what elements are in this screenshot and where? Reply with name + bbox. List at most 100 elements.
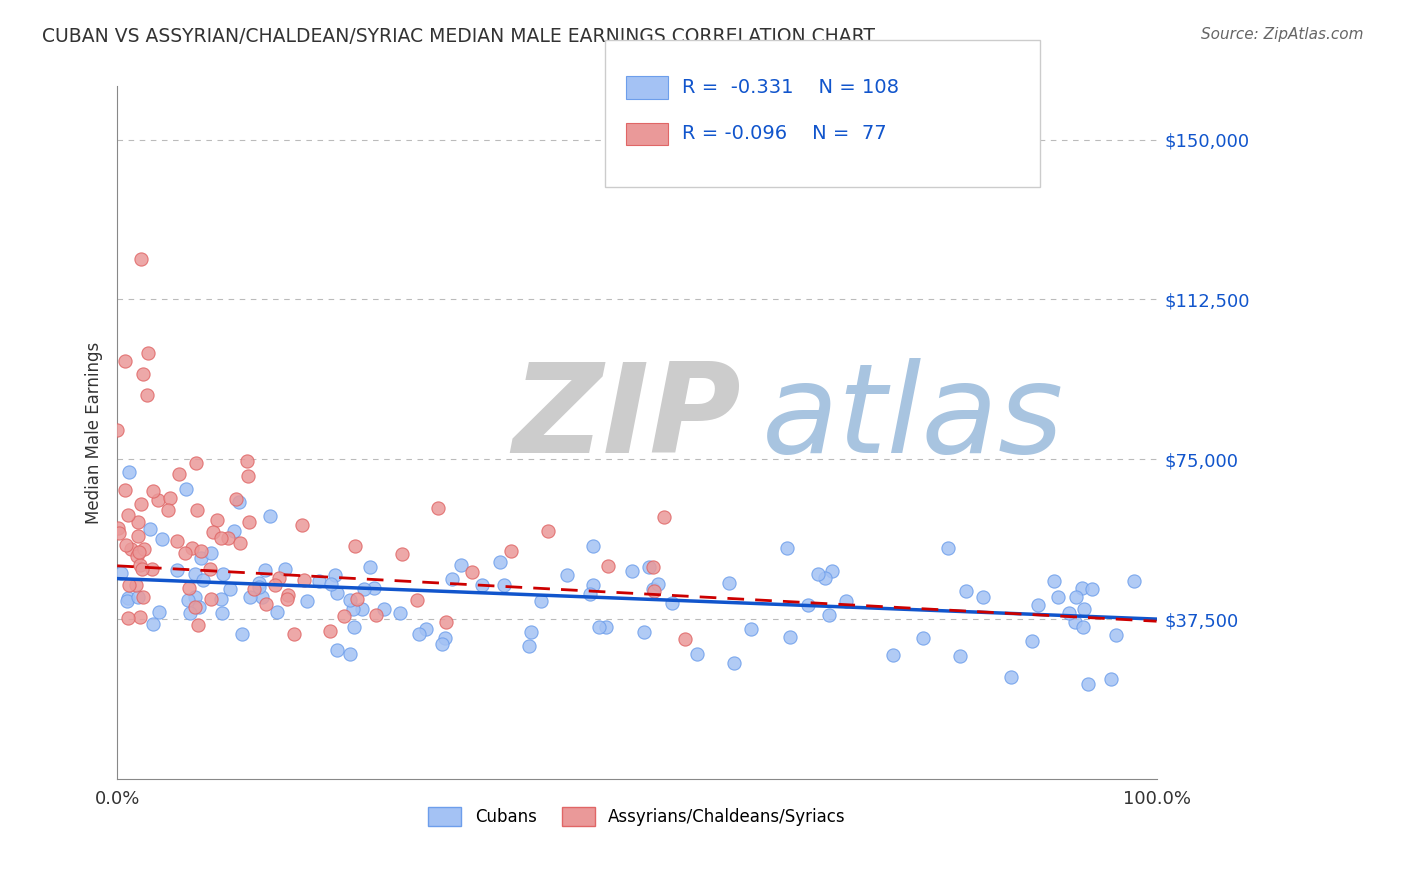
Point [882, 648, 904, 663]
Point [685, 647, 707, 661]
Point [519, 625, 541, 640]
Point [292, 573, 315, 587]
Point [127, 529, 149, 543]
Point [190, 551, 212, 566]
Point [333, 608, 356, 623]
Point [492, 578, 515, 592]
Point [238, 516, 260, 530]
Point [346, 592, 368, 607]
Point [949, 649, 972, 664]
Point [142, 616, 165, 631]
Point [835, 594, 858, 608]
Point [1099, 672, 1122, 686]
Point [117, 594, 139, 608]
Point [654, 509, 676, 524]
Point [776, 541, 799, 556]
Point [110, 566, 132, 581]
Point [200, 562, 222, 576]
Point [146, 492, 169, 507]
Point [1000, 670, 1022, 684]
Point [184, 599, 207, 614]
Point [450, 558, 472, 572]
Point [1080, 582, 1102, 596]
Point [127, 549, 149, 563]
Point [181, 541, 204, 556]
Point [718, 576, 741, 591]
Point [184, 457, 207, 471]
Point [269, 571, 291, 585]
Point [1042, 574, 1064, 588]
Point [114, 354, 136, 368]
Point [807, 567, 830, 582]
Point [252, 591, 274, 605]
Point [638, 560, 661, 574]
Point [579, 587, 602, 601]
Point [128, 610, 150, 624]
Point [955, 583, 977, 598]
Point [415, 622, 437, 636]
Text: atlas: atlas [762, 359, 1064, 479]
Point [219, 582, 242, 596]
Point [779, 631, 801, 645]
Text: R =  -0.331    N = 108: R = -0.331 N = 108 [682, 78, 898, 97]
Point [117, 591, 139, 606]
Point [499, 544, 522, 558]
Point [115, 538, 138, 552]
Point [1021, 633, 1043, 648]
Point [217, 531, 239, 545]
Point [190, 544, 212, 558]
Point [139, 522, 162, 536]
Point [321, 577, 343, 591]
Point [167, 467, 190, 482]
Point [588, 620, 610, 634]
Point [131, 497, 153, 511]
Point [132, 367, 155, 381]
Point [530, 594, 553, 608]
Point [388, 606, 411, 620]
Point [582, 578, 605, 592]
Point [259, 509, 281, 524]
Point [1104, 628, 1126, 642]
Point [107, 521, 129, 535]
Point [166, 562, 188, 576]
Point [633, 625, 655, 640]
Point [132, 542, 155, 557]
Point [236, 454, 259, 468]
Point [938, 541, 960, 555]
Point [555, 568, 578, 582]
Point [432, 637, 454, 651]
Point [673, 632, 696, 646]
Point [231, 626, 253, 640]
Point [118, 465, 141, 479]
Point [1071, 620, 1094, 634]
Point [243, 582, 266, 597]
Point [436, 615, 458, 629]
Point [408, 626, 430, 640]
Point [236, 468, 259, 483]
Point [373, 602, 395, 616]
Point [427, 501, 450, 516]
Point [1071, 581, 1094, 595]
Point [1046, 591, 1069, 605]
Point [352, 601, 374, 615]
Point [291, 518, 314, 533]
Point [641, 582, 664, 597]
Point [1026, 598, 1049, 612]
Point [200, 592, 222, 607]
Y-axis label: Median Male Earnings: Median Male Earnings [86, 342, 103, 524]
Point [319, 624, 342, 639]
Point [131, 562, 153, 576]
Point [128, 545, 150, 559]
Point [117, 508, 139, 522]
Point [817, 608, 839, 623]
Point [150, 532, 173, 546]
Point [205, 513, 228, 527]
Point [159, 491, 181, 505]
Point [148, 605, 170, 619]
Point [740, 622, 762, 636]
Point [972, 590, 994, 604]
Point [405, 593, 427, 607]
Point [247, 576, 270, 591]
Point [141, 562, 163, 576]
Point [434, 631, 457, 645]
